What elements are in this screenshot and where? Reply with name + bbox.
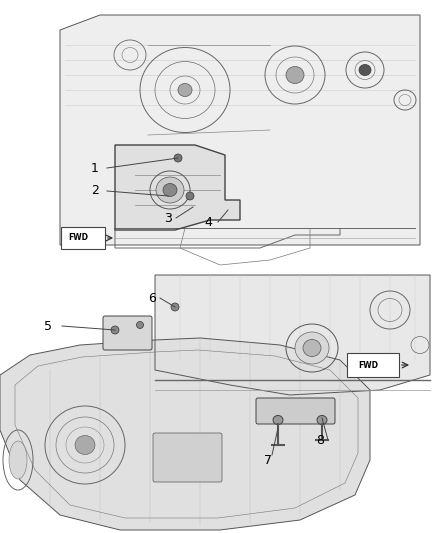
Ellipse shape [9, 441, 27, 479]
Ellipse shape [303, 340, 321, 357]
Ellipse shape [75, 435, 95, 455]
Ellipse shape [178, 84, 192, 96]
Ellipse shape [295, 332, 329, 364]
Ellipse shape [137, 321, 144, 328]
Ellipse shape [171, 303, 179, 311]
Ellipse shape [186, 192, 194, 200]
Text: 5: 5 [44, 319, 52, 333]
Ellipse shape [286, 67, 304, 84]
Ellipse shape [359, 64, 371, 76]
Text: 8: 8 [316, 433, 324, 447]
Ellipse shape [111, 326, 119, 334]
Ellipse shape [163, 183, 177, 197]
Text: FWD: FWD [358, 360, 378, 369]
Ellipse shape [273, 416, 283, 424]
FancyBboxPatch shape [103, 316, 152, 350]
Text: 3: 3 [164, 212, 172, 224]
Polygon shape [60, 15, 420, 245]
Polygon shape [115, 145, 240, 230]
Ellipse shape [156, 177, 184, 203]
FancyBboxPatch shape [61, 227, 105, 249]
Text: 7: 7 [264, 454, 272, 466]
Text: 1: 1 [91, 161, 99, 174]
Text: FWD: FWD [68, 233, 88, 243]
Ellipse shape [317, 416, 327, 424]
FancyBboxPatch shape [153, 433, 222, 482]
Polygon shape [0, 338, 370, 530]
Text: 2: 2 [91, 184, 99, 198]
Text: 4: 4 [204, 215, 212, 229]
Text: 6: 6 [148, 292, 156, 304]
FancyBboxPatch shape [256, 398, 335, 424]
FancyBboxPatch shape [347, 353, 399, 377]
Ellipse shape [174, 154, 182, 162]
Polygon shape [155, 275, 430, 395]
